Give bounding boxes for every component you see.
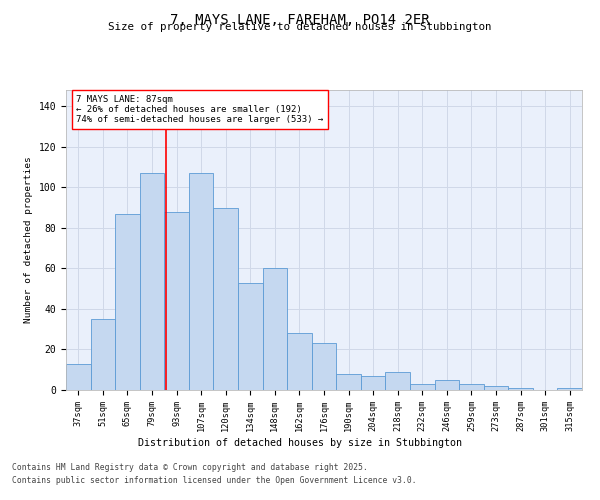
Bar [66, 364, 91, 390]
Bar [361, 376, 385, 390]
Bar [238, 282, 263, 390]
Text: Contains public sector information licensed under the Open Government Licence v3: Contains public sector information licen… [12, 476, 416, 485]
Bar [263, 268, 287, 390]
Bar [434, 380, 459, 390]
Y-axis label: Number of detached properties: Number of detached properties [24, 156, 33, 324]
Text: Contains HM Land Registry data © Crown copyright and database right 2025.: Contains HM Land Registry data © Crown c… [12, 464, 368, 472]
Text: 7 MAYS LANE: 87sqm
← 26% of detached houses are smaller (192)
74% of semi-detach: 7 MAYS LANE: 87sqm ← 26% of detached hou… [76, 94, 323, 124]
Bar [385, 372, 410, 390]
Bar [484, 386, 508, 390]
Bar [459, 384, 484, 390]
Bar [164, 212, 189, 390]
Bar [214, 208, 238, 390]
Bar [336, 374, 361, 390]
Text: Distribution of detached houses by size in Stubbington: Distribution of detached houses by size … [138, 438, 462, 448]
Bar [312, 344, 336, 390]
Bar [189, 173, 214, 390]
Bar [287, 333, 312, 390]
Bar [410, 384, 434, 390]
Text: Size of property relative to detached houses in Stubbington: Size of property relative to detached ho… [108, 22, 492, 32]
Bar [91, 319, 115, 390]
Bar [508, 388, 533, 390]
Bar [140, 173, 164, 390]
Bar [115, 214, 140, 390]
Bar [557, 388, 582, 390]
Text: 7, MAYS LANE, FAREHAM, PO14 2ER: 7, MAYS LANE, FAREHAM, PO14 2ER [170, 12, 430, 26]
